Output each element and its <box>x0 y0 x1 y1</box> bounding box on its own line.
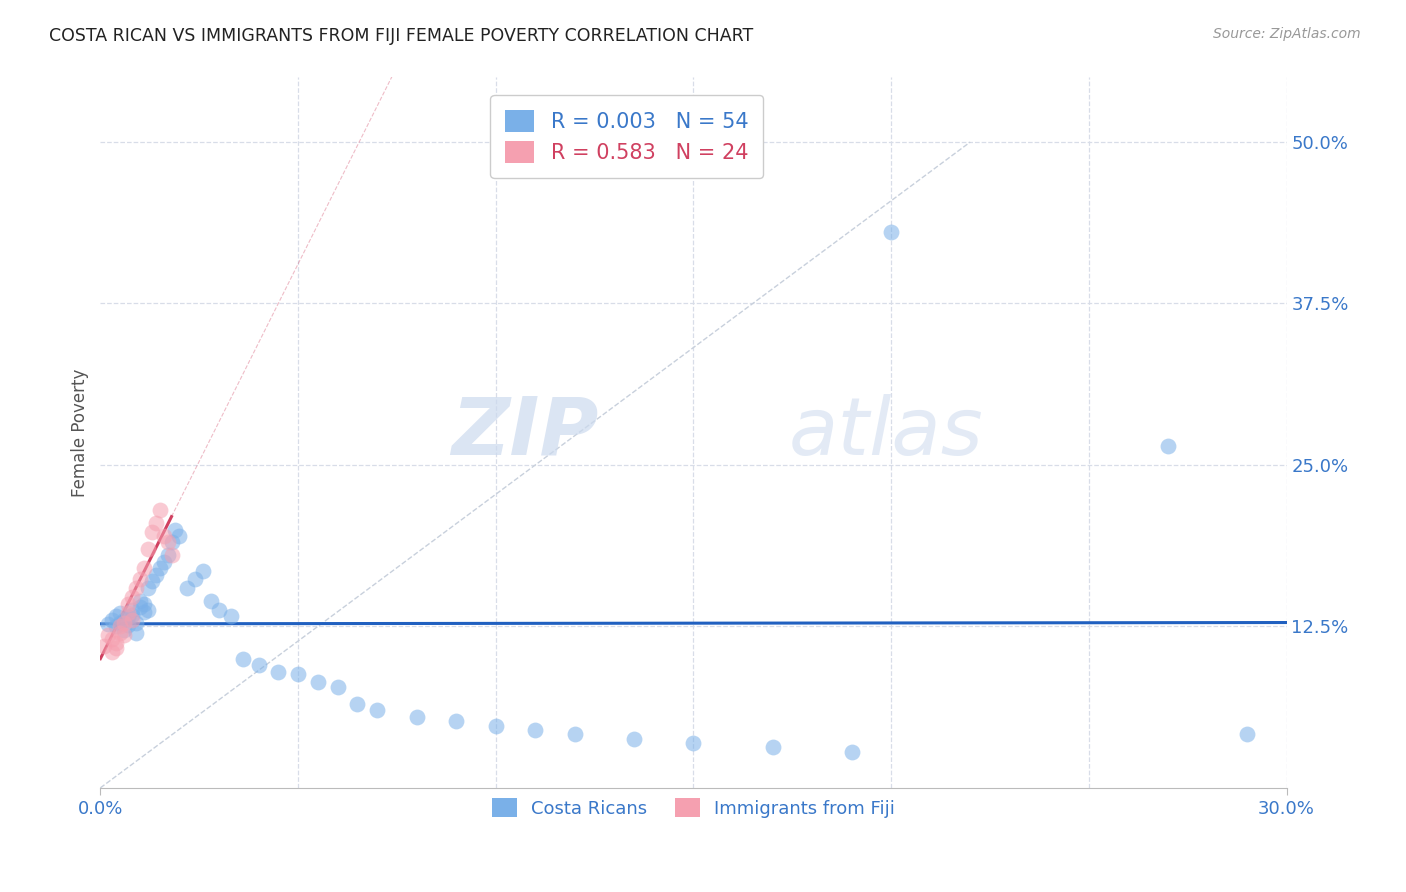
Point <box>485 719 508 733</box>
Point <box>184 572 207 586</box>
Point <box>366 703 388 717</box>
Point <box>93 639 115 653</box>
Point <box>232 651 254 665</box>
Point <box>208 602 231 616</box>
Point <box>200 593 222 607</box>
Point <box>761 739 783 754</box>
Point <box>132 605 155 619</box>
Point <box>145 516 167 530</box>
Point <box>141 574 163 589</box>
Point <box>117 607 139 621</box>
Point <box>112 628 135 642</box>
Point <box>108 625 131 640</box>
Point <box>326 680 349 694</box>
Point <box>307 675 329 690</box>
Point <box>682 736 704 750</box>
Point <box>97 628 120 642</box>
Point <box>105 619 128 633</box>
Legend: Costa Ricans, Immigrants from Fiji: Costa Ricans, Immigrants from Fiji <box>485 791 903 825</box>
Point <box>128 593 150 607</box>
Text: COSTA RICAN VS IMMIGRANTS FROM FIJI FEMALE POVERTY CORRELATION CHART: COSTA RICAN VS IMMIGRANTS FROM FIJI FEMA… <box>49 27 754 45</box>
Point <box>444 714 467 728</box>
Point <box>101 632 124 647</box>
Point <box>405 710 427 724</box>
Point <box>128 600 150 615</box>
Point <box>125 581 148 595</box>
Point <box>1236 726 1258 740</box>
Point <box>880 226 903 240</box>
Point <box>125 625 148 640</box>
Point <box>132 561 155 575</box>
Point <box>128 572 150 586</box>
Point <box>149 503 172 517</box>
Point <box>191 564 214 578</box>
Point <box>125 615 148 630</box>
Point <box>247 658 270 673</box>
Point <box>169 529 191 543</box>
Point <box>108 607 131 621</box>
Point <box>101 613 124 627</box>
Point <box>160 549 183 563</box>
Point <box>564 726 586 740</box>
Point <box>121 602 143 616</box>
Point <box>160 535 183 549</box>
Point <box>1157 439 1180 453</box>
Point <box>136 581 159 595</box>
Point <box>165 523 187 537</box>
Point <box>121 607 143 622</box>
Point <box>112 613 135 627</box>
Point <box>156 535 179 549</box>
Point <box>156 549 179 563</box>
Point <box>623 731 645 746</box>
Point <box>149 561 172 575</box>
Point <box>108 619 131 633</box>
Y-axis label: Female Poverty: Female Poverty <box>72 368 89 497</box>
Point <box>152 555 174 569</box>
Point <box>105 636 128 650</box>
Point <box>117 598 139 612</box>
Point <box>101 645 124 659</box>
Text: Source: ZipAtlas.com: Source: ZipAtlas.com <box>1213 27 1361 41</box>
Point <box>97 616 120 631</box>
Point <box>117 610 139 624</box>
Text: ZIP: ZIP <box>451 393 599 472</box>
Point <box>152 529 174 543</box>
Point <box>112 624 135 638</box>
Point <box>219 609 242 624</box>
Point <box>105 609 128 624</box>
Point <box>346 697 368 711</box>
Point <box>121 590 143 604</box>
Point <box>121 613 143 627</box>
Point <box>136 602 159 616</box>
Point <box>132 598 155 612</box>
Point <box>136 541 159 556</box>
Point <box>176 581 198 595</box>
Text: atlas: atlas <box>789 393 983 472</box>
Point <box>524 723 547 737</box>
Point <box>112 615 135 630</box>
Point <box>105 641 128 656</box>
Point <box>108 615 131 630</box>
Point <box>267 665 290 679</box>
Point <box>117 618 139 632</box>
Point <box>145 567 167 582</box>
Point <box>287 667 309 681</box>
Point <box>841 745 863 759</box>
Point <box>141 525 163 540</box>
